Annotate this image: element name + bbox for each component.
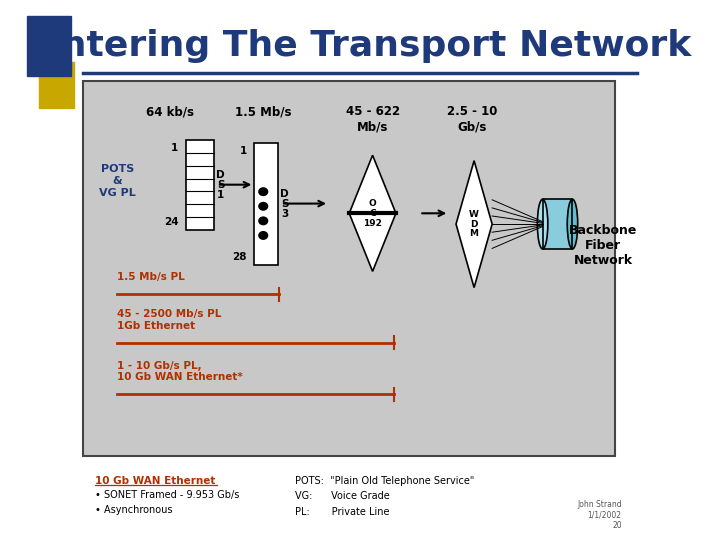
- Text: 28: 28: [233, 252, 247, 262]
- Text: O
C
192: O C 192: [363, 199, 382, 227]
- Bar: [543, 199, 572, 249]
- Text: PL:       Private Line: PL: Private Line: [294, 507, 390, 517]
- Text: Backbone
Fiber
Network: Backbone Fiber Network: [569, 224, 637, 267]
- Text: 1: 1: [171, 143, 179, 153]
- Circle shape: [259, 232, 268, 239]
- Text: 1 - 10 Gb/s PL,
10 Gb WAN Ethernet*: 1 - 10 Gb/s PL, 10 Gb WAN Ethernet*: [117, 361, 243, 382]
- Text: VG:      Voice Grade: VG: Voice Grade: [294, 491, 390, 502]
- Text: D
S
1: D S 1: [216, 170, 225, 200]
- Text: 1.5 Mb/s: 1.5 Mb/s: [235, 105, 292, 118]
- Text: POTS
&
VG PL: POTS & VG PL: [99, 164, 135, 198]
- Circle shape: [259, 188, 268, 195]
- Text: Entering The Transport Network: Entering The Transport Network: [35, 29, 691, 63]
- Polygon shape: [456, 161, 492, 287]
- Circle shape: [259, 217, 268, 225]
- Bar: [543, 199, 572, 249]
- Ellipse shape: [537, 199, 548, 249]
- Text: John Strand
1/1/2002
20: John Strand 1/1/2002 20: [577, 501, 621, 530]
- Bar: [254, 143, 278, 265]
- FancyBboxPatch shape: [83, 81, 616, 456]
- Text: 45 - 622
Mb/s: 45 - 622 Mb/s: [346, 105, 400, 133]
- Text: 64 kb/s: 64 kb/s: [146, 105, 194, 118]
- Text: • Asynchronous: • Asynchronous: [96, 505, 173, 515]
- Text: 24: 24: [163, 217, 179, 227]
- Text: W
D
M: W D M: [469, 210, 479, 238]
- Polygon shape: [349, 156, 396, 271]
- Bar: [40, 62, 73, 108]
- Circle shape: [259, 202, 268, 210]
- Text: 45 - 2500 Mb/s PL
1Gb Ethernet: 45 - 2500 Mb/s PL 1Gb Ethernet: [117, 309, 222, 331]
- Bar: [186, 140, 214, 230]
- Text: 1: 1: [240, 146, 247, 156]
- Bar: [27, 16, 71, 76]
- Text: 2.5 - 10
Gb/s: 2.5 - 10 Gb/s: [447, 105, 498, 133]
- Text: POTS:  "Plain Old Telephone Service": POTS: "Plain Old Telephone Service": [294, 476, 474, 487]
- Text: 10 Gb WAN Ethernet: 10 Gb WAN Ethernet: [96, 476, 216, 487]
- Text: • SONET Framed - 9.953 Gb/s: • SONET Framed - 9.953 Gb/s: [96, 490, 240, 500]
- Ellipse shape: [567, 199, 577, 249]
- Text: 1.5 Mb/s PL: 1.5 Mb/s PL: [117, 272, 185, 282]
- Text: D
S
3: D S 3: [280, 189, 289, 219]
